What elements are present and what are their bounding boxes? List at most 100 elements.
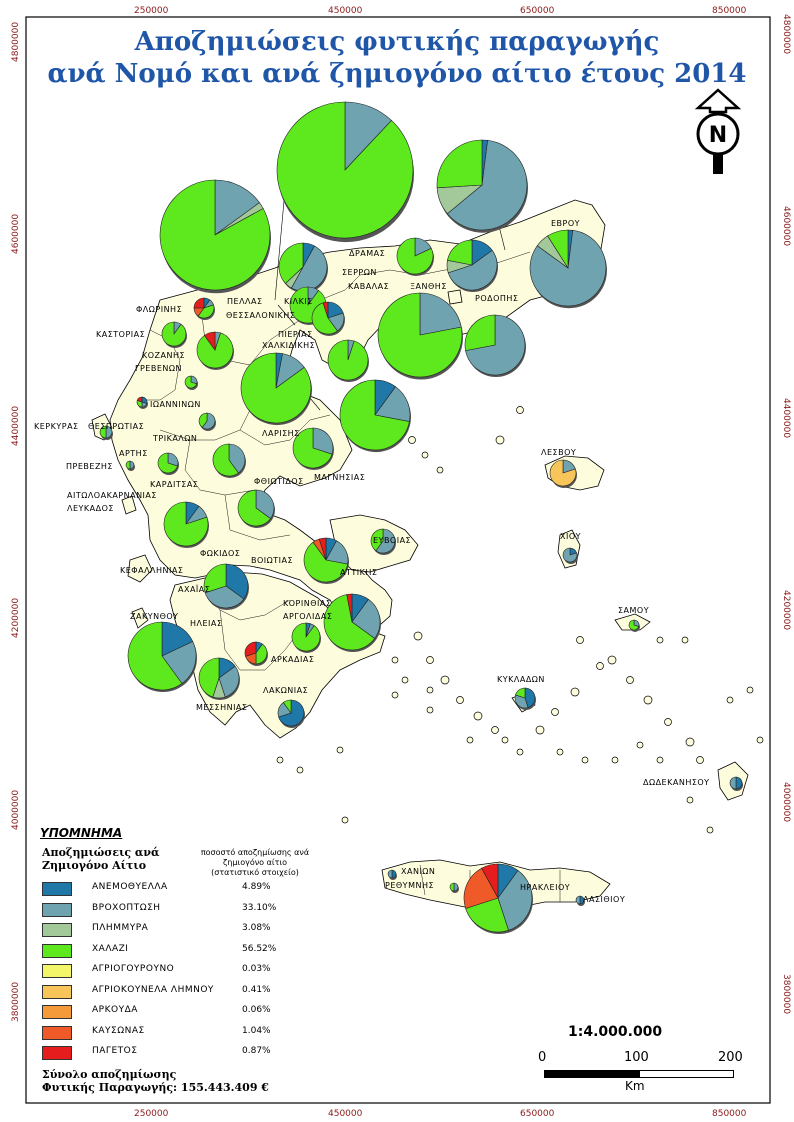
legend-row: ΚΑΥΣΩΝΑΣ 1.04% [42, 1025, 302, 1040]
legend-row-label: ΧΑΛΑΖΙ [92, 943, 129, 954]
x-label-bottom: 450000 [328, 1109, 363, 1119]
pie-chart [127, 621, 197, 693]
x-label-top: 450000 [328, 6, 363, 16]
legend-swatch [42, 1046, 72, 1060]
region-label: ΗΡΑΚΛΕΙΟΥ [520, 883, 570, 892]
region-label: ΧΙΟΥ [560, 532, 581, 541]
pie-slice [628, 619, 640, 631]
region-label: ΜΑΓΝΗΣΙΑΣ [314, 473, 365, 482]
scale-bar: 1:4.000.000 0 100 200 Km [530, 1024, 760, 1094]
legend-swatch [42, 902, 72, 917]
pie-chart [203, 563, 249, 610]
legend-row-label: ΠΑΓΕΤΟΣ [92, 1046, 138, 1056]
pie-chart [396, 237, 434, 276]
legend-swatch [42, 1025, 72, 1040]
pie-chart [159, 179, 271, 294]
pie-slice [157, 452, 178, 474]
legend-row-label: ΑΝΕΜΟΘΥΕΛΛΑ [92, 882, 168, 892]
pie-chart [125, 460, 135, 471]
pie-chart [184, 375, 198, 390]
region-label: ΗΛΕΙΑΣ [190, 619, 222, 628]
pie-chart [327, 339, 369, 382]
pie-slice [449, 882, 455, 892]
pie-chart [463, 863, 533, 935]
legend-total: Σύνολο αποζημίωσης Φυτικής Παραγωγής: 15… [42, 1068, 269, 1094]
north-letter: N [709, 123, 727, 148]
map-frame [25, 16, 771, 1104]
pie-slice [446, 140, 528, 231]
legend-row-percent: 3.08% [242, 923, 271, 933]
region-label: ΛΑΡΙΣΗΣ [262, 429, 300, 438]
region-label: ΛΕΣΒΟΥ [541, 448, 576, 457]
region-label: ΚΥΚΛΑΔΩΝ [497, 675, 545, 684]
region-label: ΚΑΡΔΙΤΣΑΣ [150, 480, 198, 489]
pie-slice [562, 547, 578, 563]
pie-slice [204, 585, 245, 609]
y-label-right: 3800000 [781, 974, 791, 1014]
pie-slice [291, 622, 321, 652]
region-label: ΛΑΣΙΘΙΟΥ [583, 895, 625, 904]
pie-chart [277, 699, 305, 728]
legend-total-line: Σύνολο αποζημίωσης [42, 1068, 177, 1081]
pie-chart [549, 459, 577, 488]
scale-unit: Km [625, 1079, 645, 1093]
region-label: ΠΡΕΒΕΖΗΣ [66, 462, 113, 471]
pie-chart [292, 427, 334, 470]
pie-chart [278, 242, 328, 293]
region-label: ΜΕΣΣΗΝΙΑΣ [196, 703, 247, 712]
region-label: ΑΡΚΑΔΙΑΣ [271, 655, 314, 664]
pie-slice [163, 501, 209, 547]
pie-chart [529, 229, 607, 309]
y-label-left: 4000000 [11, 790, 21, 830]
legend-row: ΑΡΚΟΥΔΑ 0.06% [42, 1005, 302, 1019]
prefecture-pie-charts [99, 101, 743, 935]
legend-row: ΠΛΗΜΜΥΡΑ 3.08% [42, 923, 302, 937]
title-line-1: Αποζημιώσεις φυτικής παραγωγής [134, 27, 660, 57]
legend-row: ΒΡΟΧΟΠΤΩΣΗ 33.10% [42, 902, 302, 917]
pie-chart [198, 412, 216, 431]
region-label: ΠΙΕΡΙΑΣ [278, 330, 313, 339]
zakynthos [131, 607, 149, 629]
region-label: ΚΙΛΚΙΣ [284, 297, 313, 306]
pie-slice [105, 425, 113, 439]
region-label: ΦΛΩΡΙΝΗΣ [136, 305, 182, 314]
pie-chart [163, 501, 209, 548]
legend-row-label: ΑΓΡΙΟΚΟΥΝΕΛΑ ΛΗΜΝΟΥ [92, 984, 214, 995]
legend-column-header-line: (στατιστικό στοιχείο) [211, 868, 299, 877]
pie-slice [292, 427, 333, 469]
pie-slice [463, 867, 499, 909]
legend-row-percent: 56.52% [242, 943, 277, 954]
pie-slice [159, 179, 271, 291]
pie-chart [136, 396, 148, 409]
pie-slice [515, 687, 526, 699]
pie-slice [276, 101, 414, 239]
region-label: ΦΩΚΙΔΟΣ [200, 549, 240, 558]
pie-chart [198, 657, 240, 700]
pie-slice [729, 776, 737, 790]
pie-slice [312, 427, 334, 455]
pie-chart [196, 331, 234, 370]
legend-subtitle-line: Ζημιογόνο Αίτιο [42, 859, 147, 872]
region-label: ΣΕΡΡΩΝ [342, 268, 377, 277]
pie-slice [387, 869, 393, 879]
pie-slice [203, 563, 227, 594]
kefalonia [127, 554, 153, 583]
region-label: ΘΕΣΠΡΩΤΙΑΣ [88, 422, 144, 431]
region-label: ΑΤΤΙΚΗΣ [340, 568, 377, 577]
region-labels: ΕΒΡΟΥ ΔΡΑΜΑΣ ΣΕΡΡΩΝ ΚΑΒΑΛΑΣ ΞΑΝΘΗΣ ΡΟΔΟΠ… [34, 219, 709, 904]
pie-slice [436, 139, 483, 189]
x-label-bottom: 650000 [520, 1109, 555, 1119]
region-label: ΧΑΝΙΩΝ [401, 867, 435, 876]
legend-row-label: ΒΡΟΧΟΠΤΩΣΗ [92, 902, 161, 913]
pie-slice [549, 459, 577, 487]
y-label-right: 4800000 [781, 14, 791, 54]
x-label-top: 650000 [520, 6, 555, 16]
region-label: ΘΕΣΣΑΛΟΝΙΚΗΣ [226, 311, 295, 320]
pie-slice [419, 292, 462, 336]
pie-slice [481, 863, 499, 899]
pie-chart [436, 139, 528, 233]
y-label-left: 4400000 [11, 406, 21, 446]
legend-row-percent: 0.87% [242, 1046, 271, 1056]
region-label: ΞΑΝΘΗΣ [410, 282, 447, 291]
